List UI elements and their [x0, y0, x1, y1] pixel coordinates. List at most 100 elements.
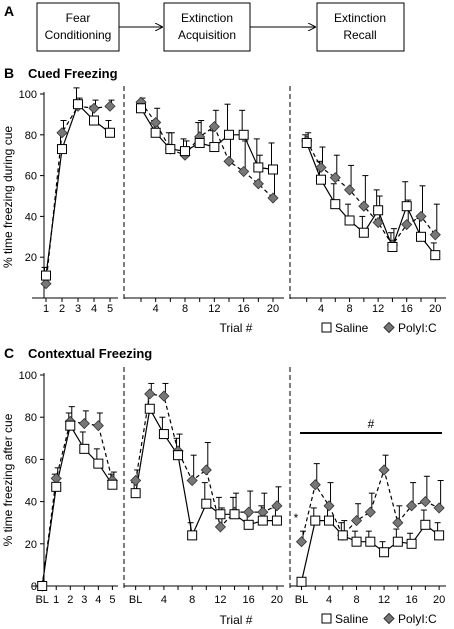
x-tick-label-1-8: 8 — [189, 594, 195, 606]
point-saline — [194, 137, 205, 148]
point-polyic — [406, 500, 418, 512]
point-saline — [373, 205, 384, 216]
panel-b-ylabel: % time freezing during cue — [1, 126, 15, 268]
significance-star: * — [294, 511, 299, 525]
panel-b-label: B — [4, 65, 14, 81]
series-line-polyic — [306, 140, 436, 247]
point-saline — [41, 270, 51, 281]
y-tick-label-100: 100 — [19, 89, 37, 101]
panel-c-label: C — [4, 345, 14, 361]
point-saline — [310, 515, 321, 526]
x-tick-label-0-3: 3 — [81, 594, 87, 606]
x-tick-label-2-16: 16 — [401, 303, 413, 315]
x-tick-label-1-BL: BL — [129, 594, 142, 606]
point-polyic — [415, 210, 427, 222]
point-polyic — [150, 116, 162, 129]
point-saline — [257, 515, 268, 526]
point-polyic — [130, 474, 142, 487]
point-saline — [406, 538, 417, 549]
point-saline — [57, 144, 67, 155]
flow-box-extinction-recall — [316, 2, 405, 52]
x-tick-label-1-12: 12 — [208, 303, 220, 315]
point-saline — [224, 129, 234, 140]
point-polyic — [252, 178, 264, 190]
point-saline — [107, 479, 118, 490]
x-tick-label-0-4: 4 — [95, 594, 101, 606]
point-saline — [430, 250, 441, 261]
point-polyic — [267, 192, 279, 204]
significance-hash: # — [368, 417, 375, 431]
point-polyic — [238, 165, 250, 178]
y-tick-label-80: 80 — [25, 412, 37, 424]
point-polyic — [295, 536, 308, 548]
x-tick-label-1-8: 8 — [182, 303, 188, 315]
point-saline — [238, 129, 249, 140]
x-tick-label-2-16: 16 — [405, 594, 417, 606]
legend-c-saline-label: Saline — [335, 612, 369, 626]
point-polyic — [401, 218, 413, 231]
panel-c-xlabel: Trial # — [220, 613, 253, 627]
x-tick-label-1-4: 4 — [153, 303, 159, 315]
point-saline — [209, 142, 220, 153]
panel-b-legend: Saline PolyI:C — [321, 321, 437, 335]
point-saline — [271, 515, 282, 526]
x-tick-label-2-8: 8 — [347, 303, 353, 315]
y-tick-label-60: 60 — [25, 171, 37, 183]
point-polyic — [392, 517, 404, 529]
point-saline — [268, 164, 278, 175]
point-polyic — [56, 127, 68, 139]
point-saline — [144, 403, 155, 414]
panel-c-legend: Saline PolyI:C — [321, 612, 437, 626]
y-tick-label-80: 80 — [25, 130, 37, 142]
point-polyic — [350, 515, 363, 527]
point-saline — [187, 530, 198, 541]
flow-box-2-line2: Acquisition — [178, 28, 236, 42]
point-polyic — [92, 420, 104, 432]
point-saline — [365, 536, 376, 547]
x-tick-label-0-2: 2 — [67, 594, 73, 606]
point-polyic — [200, 464, 212, 476]
point-polyic — [208, 121, 220, 133]
legend-c-polyic-marker — [383, 612, 395, 625]
point-saline — [65, 420, 76, 431]
point-saline — [243, 519, 254, 530]
point-saline — [201, 498, 212, 509]
x-tick-label-1-16: 16 — [243, 594, 255, 606]
point-saline — [379, 547, 390, 558]
x-tick-label-0-5: 5 — [109, 594, 115, 606]
panel-a-label: A — [4, 3, 14, 19]
legend-c-polyic-label: PolyI:C — [398, 612, 437, 626]
point-polyic — [315, 161, 327, 174]
flow-box-1-line1: Fear — [66, 11, 91, 25]
legend-b-polyic-label: PolyI:C — [398, 321, 437, 335]
series-line-polyic — [41, 420, 113, 587]
series-line-saline — [140, 107, 274, 171]
point-polyic — [104, 100, 116, 112]
y-tick-label-100: 100 — [19, 370, 37, 382]
point-polyic — [158, 390, 170, 402]
x-tick-label-1-20: 20 — [271, 594, 283, 606]
x-tick-label-1-4: 4 — [161, 594, 167, 606]
point-saline — [301, 137, 312, 148]
point-saline — [105, 127, 115, 138]
x-tick-label-2-4: 4 — [318, 303, 324, 315]
point-polyic — [223, 155, 235, 167]
point-saline — [351, 536, 362, 547]
point-saline — [401, 201, 412, 212]
x-tick-label-0-5: 5 — [107, 303, 113, 315]
x-tick-label-1-12: 12 — [214, 594, 226, 606]
point-saline — [296, 576, 307, 587]
point-polyic — [323, 500, 335, 512]
point-polyic — [271, 500, 283, 512]
point-polyic — [78, 417, 90, 430]
y-tick-label-60: 60 — [25, 454, 37, 466]
x-tick-label-0-3: 3 — [75, 303, 81, 315]
flow-box-1-line2: Conditioning — [45, 28, 112, 42]
y-tick-label-0: 0 — [31, 581, 37, 593]
legend-c-saline-marker — [321, 613, 332, 624]
point-polyic — [214, 521, 226, 533]
series-line-polyic — [140, 101, 274, 199]
point-saline — [37, 581, 48, 591]
